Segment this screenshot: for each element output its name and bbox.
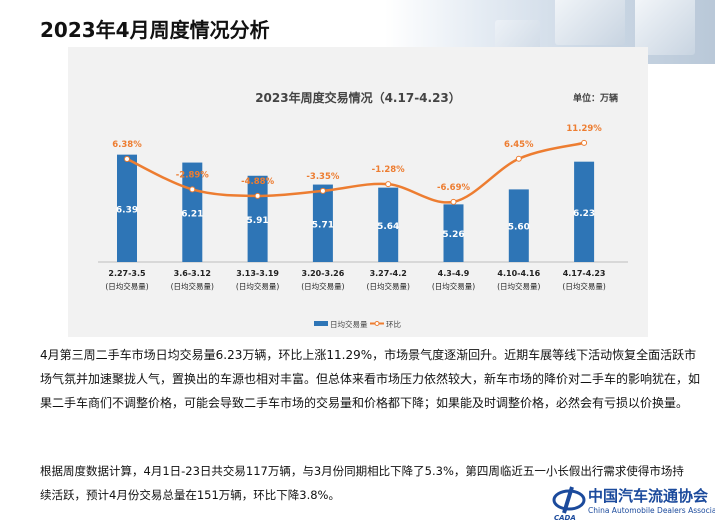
line-series [126, 141, 585, 204]
x-tick-sublabel: (日均交易量) [432, 281, 475, 291]
cada-logo-mark: CADA [552, 486, 586, 521]
bar [378, 187, 399, 262]
line-point [254, 192, 261, 199]
bar [117, 154, 137, 262]
header: 2023年4月周度情况分析 [0, 0, 715, 64]
line-point [124, 156, 130, 162]
chart: 2023年周度交易情况（4.17-4.23） 单位：万辆 6.39 2.27-3.… [68, 47, 648, 337]
line-label: -6.69% [437, 183, 470, 193]
line-label: -2.89% [176, 170, 209, 180]
bar-label: 5.91 [246, 216, 268, 226]
line-label: -3.35% [306, 172, 339, 182]
line-point [189, 186, 196, 193]
x-tick-label: 4.10-4.16 [497, 269, 540, 278]
cada-logo: CADA 中国汽车流通协会 China Automobile Dealers A… [550, 483, 715, 523]
x-tick-label: 4.17-4.23 [563, 269, 606, 278]
line-label: 6.45% [504, 140, 534, 150]
x-tick-label: 3.6-3.12 [174, 269, 211, 278]
bar-label: 6.21 [181, 209, 203, 219]
x-tick-label: 2.27-3.5 [108, 269, 146, 278]
legend-line-label: 环比 [386, 319, 401, 329]
svg-text:CADA: CADA [554, 514, 576, 521]
x-tick-label: 4.3-4.9 [438, 269, 470, 278]
x-tick-label: 3.27-4.2 [370, 269, 407, 278]
line-label: -4.88% [241, 177, 274, 187]
chart-unit: 单位：万辆 [572, 94, 618, 104]
bar-label: 5.26 [442, 230, 464, 240]
line-point [515, 155, 522, 162]
x-tick-label: 3.13-3.19 [236, 269, 279, 278]
x-tick-sublabel: (日均交易量) [105, 281, 148, 291]
legend-line-marker [374, 321, 380, 326]
chart-svg: 6.39 2.27-3.5 (日均交易量) 6.21 3.6-3.12 (日均交易量) 5.… [98, 124, 628, 329]
line-label: 11.29% [566, 124, 602, 134]
x-tick-sublabel: (日均交易量) [562, 281, 605, 291]
x-tick-sublabel: (日均交易量) [497, 281, 540, 291]
x-tick-sublabel: (日均交易量) [301, 281, 344, 291]
chart-title: 2023年周度交易情况（4.17-4.23） [255, 91, 461, 105]
x-tick-sublabel: (日均交易量) [236, 281, 279, 291]
x-tick-label: 3.20-3.26 [302, 269, 345, 278]
line-point [450, 198, 457, 205]
line-label: -1.28% [372, 165, 405, 175]
legend-bar-label: 日均交易量 [330, 319, 368, 329]
bar-label: 6.23 [573, 209, 595, 219]
x-tick-sublabel: (日均交易量) [171, 281, 214, 291]
paragraph-2: 根据周度数据计算，4月1日-23日共交易117万辆，与3月份同期相比下降了5.3… [40, 464, 684, 502]
bar [312, 184, 333, 262]
bar [574, 161, 595, 262]
logo-text-cn: 中国汽车流通协会 [588, 487, 709, 505]
line-point [581, 139, 588, 146]
bar [247, 175, 268, 262]
paragraph-1: 4月第三周二手车市场日均交易量6.23万辆，环比上涨11.29%，市场景气度逐渐… [40, 348, 701, 410]
line-point [385, 181, 392, 188]
bar-label: 5.60 [508, 223, 530, 233]
x-tick-sublabel: (日均交易量) [367, 281, 410, 291]
bar [443, 204, 464, 262]
bar-label: 5.71 [312, 220, 334, 230]
bar [508, 189, 529, 262]
line-point [319, 187, 326, 194]
page-title: 2023年4月周度情况分析 [40, 18, 270, 42]
line-label: 6.38% [112, 140, 142, 150]
bar-label: 5.64 [377, 222, 399, 232]
bar-label: 6.39 [116, 205, 138, 215]
logo-text-en: China Automobile Dealers Association [588, 506, 715, 515]
legend-bar-swatch [314, 321, 328, 326]
